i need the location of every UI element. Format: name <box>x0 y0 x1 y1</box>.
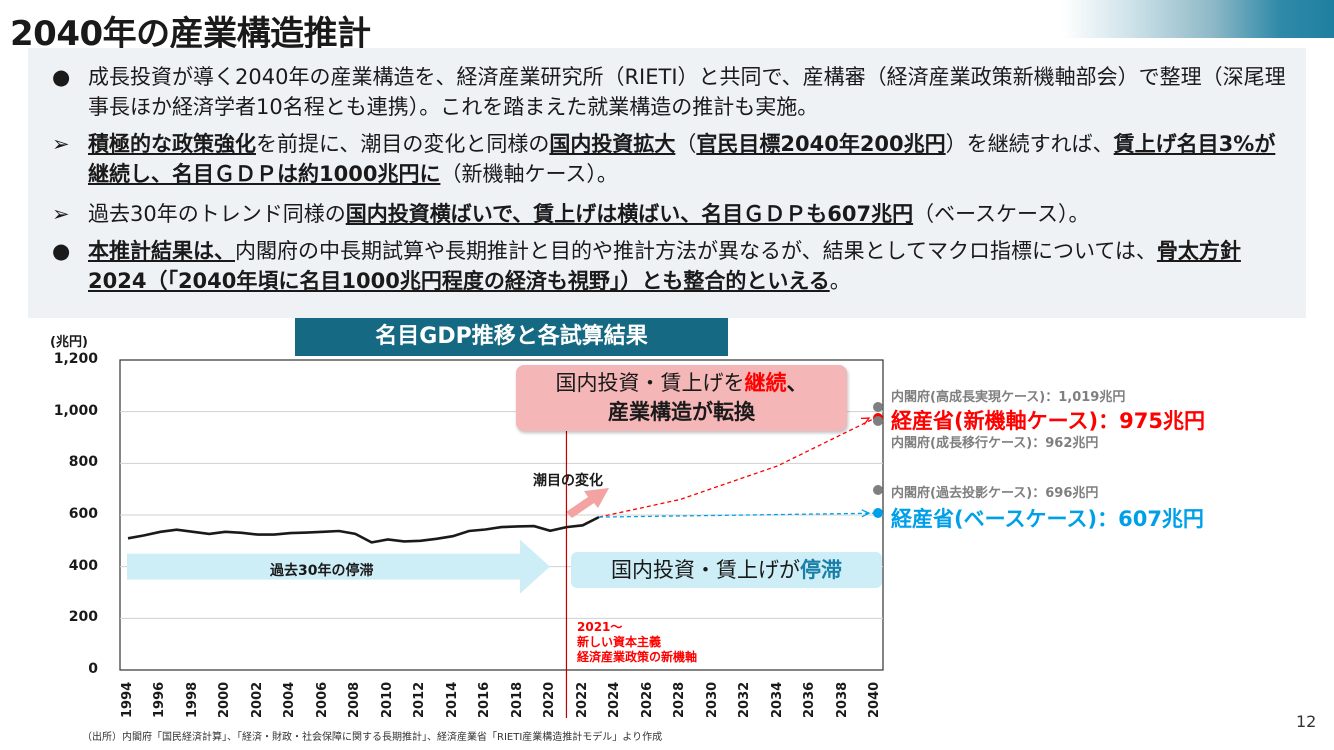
tide-change-arrow <box>566 488 609 518</box>
bullet-emphasis: 骨太方針2024（「2040年頃に名目1000兆円程度の経済も視野」）とも整合的… <box>88 239 1241 293</box>
scenario-label: 経産省(新機軸ケース)：975兆円 <box>891 409 1205 433</box>
bullet-fragment: 内閣府の中長期試算や長期推計と目的や推計方法が異なるが、結果としてマクロ指標につ… <box>235 239 1157 263</box>
y-tick-label: 400 <box>68 557 98 574</box>
y-tick-label: 600 <box>68 506 98 522</box>
bullet-fragment: 成長投資が導く2040年の産業構造を、経済産業研究所（RIETI）と共同で、産構… <box>88 65 1286 119</box>
bullet-fragment: （ <box>675 132 697 156</box>
bullet-mark: ● <box>52 65 71 89</box>
continue-callout-line2: 産業構造が転換 <box>608 400 755 424</box>
past-trend-arrow <box>127 539 550 594</box>
page-number: 12 <box>1296 712 1317 731</box>
bullet-emphasis: 積極的な政策強化 <box>88 132 256 156</box>
scenario-label: 内閣府(過去投影ケース)：696兆円 <box>891 486 1099 501</box>
new-axis-projection-arrowhead <box>860 417 871 425</box>
bullet-fragment: （ベースケース）。 <box>913 202 1090 226</box>
scenario-marker <box>873 485 883 496</box>
scenario-marker <box>873 416 883 427</box>
base-projection-arrowhead <box>861 509 871 518</box>
bullet-fragment: ）を継続すれば、 <box>945 132 1114 156</box>
y-tick-label: 200 <box>68 609 98 626</box>
y-axis-unit: (兆円) <box>50 335 88 350</box>
vline-label-line3: 経済産業政策の新機軸 <box>577 650 698 664</box>
y-tick-label: 0 <box>88 661 98 677</box>
bullet-text: 成長投資が導く2040年の産業構造を、経済産業研究所（RIETI）と共同で、産構… <box>88 62 1292 122</box>
bullet-item: ● 本推計結果は、内閣府の中長期試算や長期推計と目的や推計方法が異なるが、結果とし… <box>52 236 1292 296</box>
bullet-fragment: 。 <box>829 269 851 293</box>
scenario-label: 内閣府(高成長実現ケース)：1,019兆円 <box>891 390 1126 405</box>
continue-callout-emph: 継続 <box>744 371 787 395</box>
continue-callout-text: 国内投資・賃上げを <box>555 371 745 395</box>
bullet-fragment: 過去30年のトレンド同様の <box>88 202 346 226</box>
y-tick-label: 1,000 <box>53 402 98 419</box>
scenario-label: 経産省(ベースケース)：607兆円 <box>891 507 1204 531</box>
stagnation-callout-emph: 停滞 <box>800 558 842 582</box>
vline-label-line2: 新しい資本主義 <box>577 635 662 649</box>
stagnation-callout: 国内投資・賃上げが停滞 <box>571 552 882 588</box>
y-tick-label: 1,200 <box>53 351 98 367</box>
y-tick-label: 800 <box>68 454 98 471</box>
scenario-marker <box>873 401 883 412</box>
scenario-label: 内閣府(成長移行ケース)：962兆円 <box>891 436 1099 451</box>
actual-gdp-line <box>127 515 600 544</box>
bullet-text: 本推計結果は、内閣府の中長期試算や長期推計と目的や推計方法が異なるが、結果として… <box>88 236 1292 296</box>
vline-label-line1: 2021～ <box>577 620 623 634</box>
bullet-item: ➢ 過去30年のトレンド同様の国内投資横ばいで、賃上げは横ばい、名目ＧＤＰも607… <box>52 199 1292 229</box>
bullet-fragment: を前提に、潮目の変化と同様の <box>256 132 550 156</box>
bullet-emphasis: 国内投資横ばいで、賃上げは横ばい、名目ＧＤＰも607兆円 <box>345 202 914 226</box>
bullet-item: ● 成長投資が導く2040年の産業構造を、経済産業研究所（RIETI）と共同で、産… <box>52 62 1292 122</box>
new-axis-projection-line <box>598 417 876 518</box>
bullet-mark: ● <box>52 239 71 263</box>
past30-label: 過去30年の停滞 <box>270 563 374 579</box>
header-banner <box>1062 0 1334 38</box>
bullet-emphasis: 賃上げ名目3%が継続し、名目ＧＤＰは約1000兆円に <box>88 132 1276 186</box>
bullet-fragment: （新機軸ケース）。 <box>440 162 618 186</box>
scenario-marker <box>873 508 883 519</box>
bullet-emphasis: 本推計結果は、 <box>88 239 235 263</box>
chart-title: 名目GDP推移と各試算結果 <box>295 318 728 356</box>
summary-box <box>28 48 1306 318</box>
policy-vline-label: 2021～ 新しい資本主義 経済産業政策の新機軸 <box>577 620 697 665</box>
bullet-mark: ➢ <box>52 202 70 226</box>
bullet-emphasis: 国内投資拡大 <box>549 132 676 156</box>
bullet-item: ➢ 積極的な政策強化を前提に、潮目の変化と同様の国内投資拡大（官民目標2040年2… <box>52 129 1292 189</box>
bullet-text: 積極的な政策強化を前提に、潮目の変化と同様の国内投資拡大（官民目標2040年20… <box>88 129 1292 189</box>
page-title: 2040年の産業構造推計 <box>10 14 371 54</box>
tide-label: 潮目の変化 <box>533 473 603 489</box>
bullet-emphasis: 官民目標2040年200兆円 <box>696 132 946 156</box>
continue-callout: 国内投資・賃上げを継続、 産業構造が転換 <box>516 365 847 431</box>
bullet-text: 過去30年のトレンド同様の国内投資横ばいで、賃上げは横ばい、名目ＧＤＰも607兆… <box>88 199 1292 229</box>
source-note: （出所）内閣府「国民経済計算」、「経済・財政・社会保障に関する長期推計」、経済産… <box>82 732 663 743</box>
bullet-mark: ➢ <box>52 132 70 156</box>
stagnation-callout-text: 国内投資・賃上げが <box>611 558 800 582</box>
continue-callout-comma: 、 <box>786 371 808 395</box>
